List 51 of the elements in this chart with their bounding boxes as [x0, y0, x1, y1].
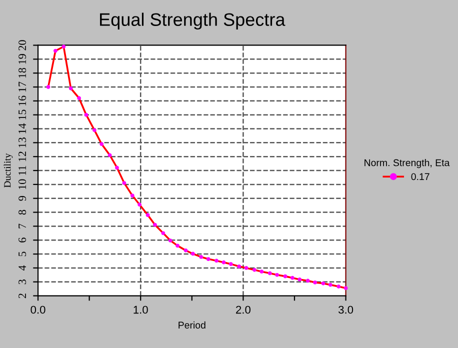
legend-label: 0.17 [411, 173, 430, 180]
y-tick-label: 20 [18, 40, 26, 50]
legend-title: Norm. Strength, Eta [364, 159, 450, 168]
point [146, 213, 150, 218]
point [283, 274, 288, 278]
y-tick-label: 6 [18, 238, 26, 242]
point [176, 244, 180, 248]
point [62, 44, 66, 49]
point [260, 270, 264, 274]
x-tick-label: 2.0 [236, 306, 250, 314]
y-tick-label: 17 [18, 82, 26, 92]
point [130, 194, 134, 198]
point [184, 248, 188, 252]
point [228, 262, 233, 266]
point [206, 257, 210, 262]
point [268, 271, 272, 276]
y-tick-label: 14 [18, 123, 26, 134]
y-tick-label: 12 [18, 152, 26, 162]
x-axis-title: Period [178, 321, 206, 329]
point [199, 255, 204, 259]
y-tick-label: 16 [18, 96, 26, 106]
y-tick-label: 9 [18, 196, 26, 201]
y-tick-label: 7 [18, 224, 26, 228]
point [214, 258, 218, 263]
y-tick-label: 18 [18, 68, 26, 78]
y-tick-label: 3 [18, 280, 26, 284]
chart-title: Equal Strength Spectra [100, 12, 286, 30]
y-tick-label: 4 [18, 265, 26, 271]
point [53, 48, 58, 53]
x-tick-label: 1.0 [134, 306, 148, 314]
point [77, 96, 82, 100]
y-tick-label: 8 [18, 210, 26, 215]
y-axis-title: Ductility [4, 153, 13, 188]
y-tick-label: 13 [18, 138, 26, 148]
point [344, 286, 348, 290]
point [290, 276, 294, 280]
point [328, 282, 332, 287]
point [115, 166, 119, 170]
point [336, 284, 341, 288]
y-tick-label: 15 [18, 110, 26, 120]
y-tick-label: 10 [18, 179, 26, 190]
y-tick-label: 11 [18, 166, 26, 175]
x-tick-label: 0.0 [30, 306, 46, 314]
y-tick-label: 5 [18, 252, 26, 256]
y-tick-label: 2 [18, 294, 26, 298]
point [161, 231, 166, 236]
y-tick-label: 19 [18, 54, 26, 64]
x-tick-label: 3.0 [338, 306, 354, 314]
point [298, 278, 302, 282]
point [222, 260, 226, 264]
point [275, 272, 280, 277]
